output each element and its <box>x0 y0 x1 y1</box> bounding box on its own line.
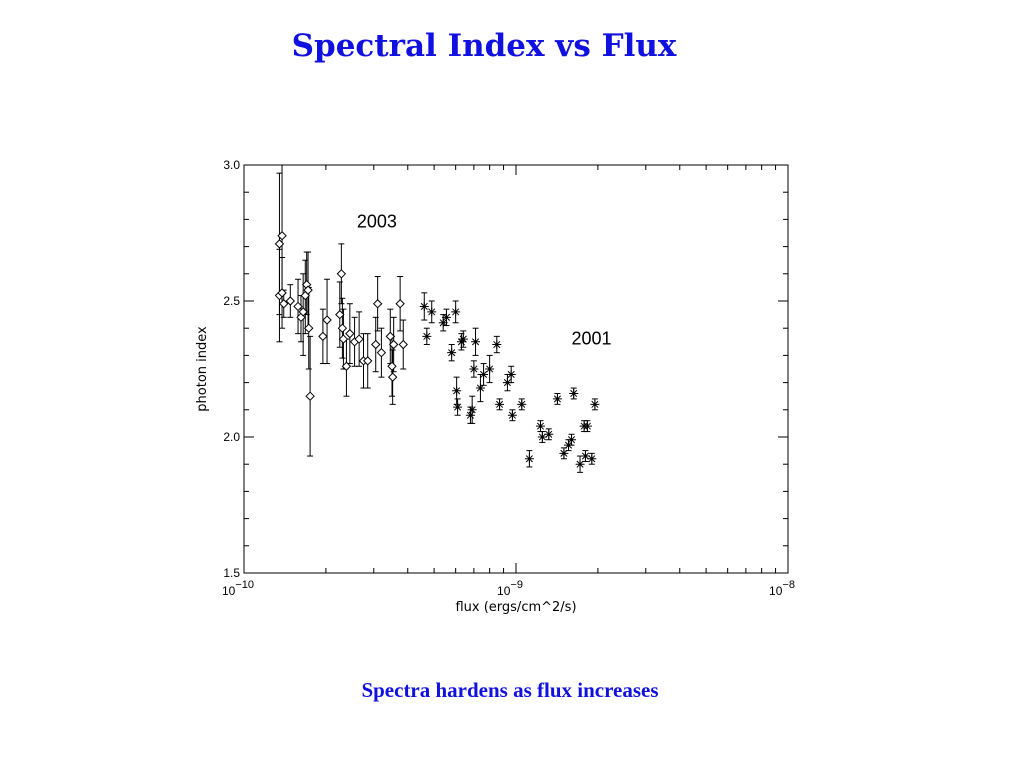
diamond-marker <box>305 391 315 401</box>
asterisk-marker <box>582 421 592 431</box>
diamond-marker <box>338 334 349 344</box>
diamond-marker <box>395 299 405 309</box>
asterisk-marker <box>422 331 432 341</box>
asterisk-marker <box>479 369 489 379</box>
x-tick-label: 10−10 <box>222 579 254 598</box>
y-tick-label: 2.0 <box>223 430 240 444</box>
asterisk-marker <box>467 405 477 415</box>
diamond-marker <box>387 361 397 371</box>
diamond-marker <box>376 347 387 358</box>
asterisk-marker <box>537 432 547 442</box>
diamond-marker <box>285 296 296 306</box>
y-tick-labels: 1.5 2.0 2.5 3.0 <box>223 158 240 580</box>
asterisk-marker <box>544 429 554 439</box>
asterisk-marker <box>452 386 462 396</box>
slide-title: Spectral Index vs Flux <box>291 28 677 64</box>
asterisk-marker <box>552 394 562 404</box>
diamond-marker <box>322 315 332 325</box>
x-axis-title: flux (ergs/cm^2/s) <box>455 600 576 615</box>
diamond-marker <box>372 299 383 309</box>
diamond-marker <box>385 331 395 342</box>
diamond-marker <box>387 372 398 382</box>
asterisk-marker <box>567 435 577 445</box>
diamond-marker <box>337 323 348 333</box>
diamond-marker <box>279 299 289 309</box>
diamond-marker <box>398 339 408 350</box>
diamond-marker <box>335 309 345 320</box>
asterisk-marker <box>438 318 448 328</box>
plot-frame <box>243 164 789 574</box>
asterisk-marker <box>471 337 481 347</box>
diamond-marker <box>354 334 364 344</box>
series-annotation: 2001 <box>572 329 612 349</box>
diamond-marker <box>341 361 352 371</box>
asterisk-marker <box>458 334 468 344</box>
asterisk-marker <box>427 307 437 317</box>
asterisk-marker <box>465 410 475 420</box>
asterisk-marker <box>507 410 517 420</box>
annotations: 2003 2001 <box>357 212 612 349</box>
asterisk-marker <box>495 399 505 409</box>
asterisk-marker <box>506 369 516 379</box>
x-tick-label: 10−8 <box>769 579 795 598</box>
asterisk-marker <box>575 459 585 469</box>
asterisk-marker <box>535 421 545 431</box>
diamond-marker <box>303 285 313 295</box>
diamond-marker <box>388 339 399 350</box>
asterisk-marker <box>419 301 429 311</box>
data-markers <box>274 231 600 469</box>
asterisk-marker <box>485 364 495 374</box>
diamond-marker <box>293 301 303 312</box>
slide-caption: Spectra hardens as flux increases <box>361 678 659 702</box>
diamond-marker <box>277 231 287 241</box>
y-tick-label: 3.0 <box>223 158 240 172</box>
diamond-marker <box>318 331 328 342</box>
asterisk-marker <box>590 399 600 409</box>
asterisk-marker <box>469 364 479 374</box>
diamond-marker <box>277 288 287 298</box>
asterisk-marker <box>492 340 502 350</box>
diamond-marker <box>345 328 355 339</box>
asterisk-marker <box>587 454 597 464</box>
diamond-marker <box>274 239 285 249</box>
asterisk-marker <box>441 312 451 322</box>
asterisk-marker <box>475 383 485 393</box>
y-tick-label: 2.5 <box>223 294 240 308</box>
diamond-marker <box>298 307 308 317</box>
asterisk-marker <box>451 307 461 317</box>
diamond-marker <box>336 269 347 279</box>
series-annotation: 2003 <box>357 212 397 232</box>
asterisk-marker <box>524 454 534 464</box>
y-axis-title: photon index <box>195 326 210 412</box>
asterisk-marker <box>453 402 463 412</box>
asterisk-marker <box>564 440 574 450</box>
asterisk-marker <box>502 378 512 388</box>
x-tick-label: 10−9 <box>497 579 523 598</box>
asterisk-marker <box>559 448 569 458</box>
asterisk-marker <box>569 388 579 398</box>
asterisk-marker <box>517 399 527 409</box>
diamond-marker <box>371 339 381 350</box>
diamond-marker <box>304 323 314 333</box>
x-tick-labels: 10−10 10−9 10−8 <box>222 579 795 598</box>
asterisk-marker <box>580 451 590 461</box>
asterisk-marker <box>456 337 466 347</box>
axis-ticks <box>243 164 788 574</box>
asterisk-marker <box>447 348 457 358</box>
diamond-marker <box>363 356 373 366</box>
y-tick-label: 1.5 <box>223 566 240 580</box>
